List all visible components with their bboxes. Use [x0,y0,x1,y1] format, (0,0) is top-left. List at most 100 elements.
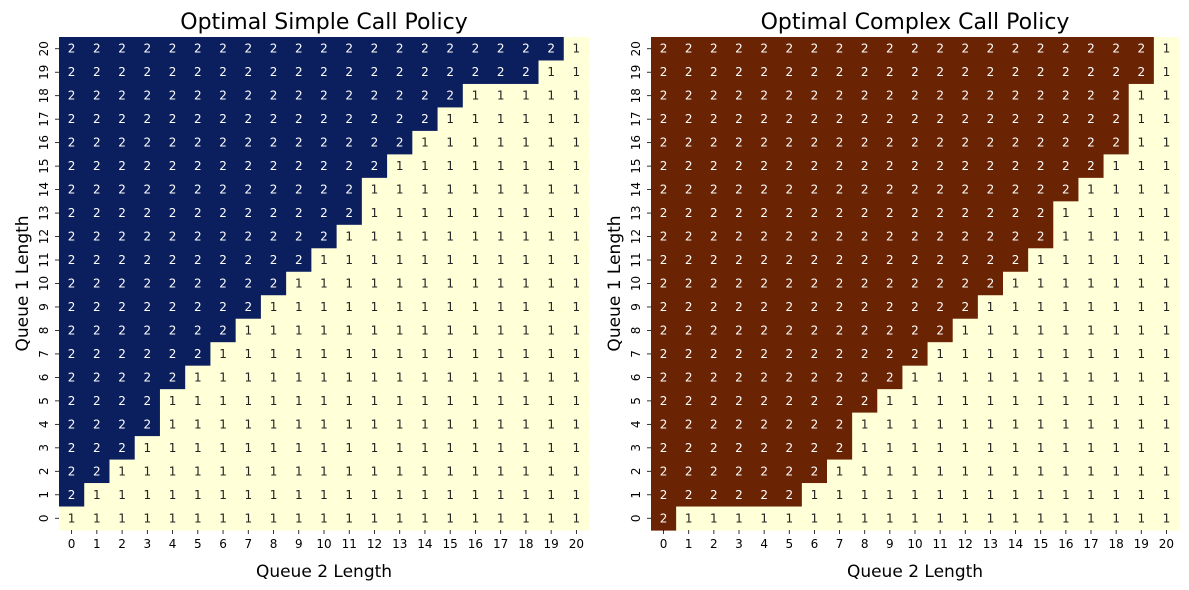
simple-policy-cell-label: 2 [244,136,252,150]
simple-policy-cell-label: 2 [194,277,202,291]
simple-policy-cell-label: 1 [421,417,429,431]
simple-policy-cell-label: 1 [573,300,581,314]
complex-policy-cell [801,271,828,296]
simple-policy-cell [185,365,212,390]
complex-policy-cell-label: 1 [1163,394,1171,408]
simple-policy-cell-label: 2 [68,112,76,126]
complex-policy-cell [1153,224,1180,249]
complex-policy-cell [902,60,929,85]
simple-policy-cell-label: 2 [144,183,152,197]
complex-policy-cell [852,224,878,249]
simple-policy-y-tick-label: 4 [37,421,51,429]
complex-policy-cell [1103,436,1130,461]
complex-policy-cell-label: 2 [936,277,944,291]
complex-policy-cell [977,389,1004,414]
complex-policy-cell-label: 1 [1163,441,1171,455]
complex-policy-cell-label: 2 [660,323,668,337]
simple-policy-cell [286,365,312,390]
simple-policy-cell [260,154,287,179]
complex-policy-cell [877,342,904,367]
simple-policy-cell [210,506,237,531]
simple-policy-cell-label: 1 [522,300,530,314]
simple-policy-cell [513,177,540,202]
simple-policy-cell-label: 2 [295,112,303,126]
simple-policy-cell-label: 1 [244,511,252,525]
simple-policy-cell-label: 1 [244,370,252,384]
complex-policy-cell [1053,412,1080,437]
complex-policy-cell-label: 1 [1062,323,1070,337]
complex-policy-cell [1103,37,1130,62]
complex-policy-cell-label: 2 [861,347,869,361]
complex-policy-cell-label: 2 [760,230,768,244]
complex-policy-cell [676,154,702,179]
simple-policy-cell [84,107,111,132]
simple-policy-cell-label: 1 [522,488,530,502]
simple-policy-y-tick-label: 11 [37,252,51,267]
complex-policy-cell-label: 2 [710,394,718,408]
simple-policy-cell [286,459,312,484]
simple-policy-cell [185,60,212,85]
simple-policy-cell-label: 1 [522,441,530,455]
complex-policy-cell [1028,483,1054,508]
simple-policy-cell-label: 1 [547,65,555,79]
simple-policy-cell-label: 2 [345,112,353,126]
complex-policy-cell [927,295,954,320]
simple-policy-cell [361,389,388,414]
complex-policy-cell [1103,83,1130,109]
complex-policy-cell-label: 2 [685,370,693,384]
complex-policy-y-tick-label: 9 [629,303,643,311]
simple-policy-cell-label: 1 [169,417,177,431]
complex-policy-cell [827,83,853,109]
simple-policy-cell [210,412,237,437]
simple-policy-cell-label: 1 [522,89,530,103]
simple-policy-cell-label: 2 [118,417,126,431]
simple-policy-x-tick-label: 10 [316,537,331,551]
complex-policy-cell [852,412,878,437]
complex-policy-cell-label: 1 [936,441,944,455]
simple-policy-cell-label: 2 [371,42,379,56]
complex-policy-cell-label: 2 [1062,183,1070,197]
simple-policy-cell-label: 2 [68,230,76,244]
complex-policy-cell-label: 1 [1012,441,1020,455]
simple-policy-cell-label: 1 [295,323,303,337]
complex-policy-cell-label: 2 [685,65,693,79]
simple-policy-cell-label: 2 [244,253,252,267]
simple-policy-cell-label: 1 [497,394,505,408]
complex-policy-cell [902,459,929,484]
complex-policy-cell-label: 2 [1087,112,1095,126]
simple-policy-cell-label: 2 [118,323,126,337]
complex-policy-cell-label: 2 [710,300,718,314]
simple-policy-cell-label: 2 [244,206,252,220]
simple-policy-cell [159,201,186,226]
complex-policy-cell-label: 2 [735,230,743,244]
simple-policy-cell [235,459,262,484]
complex-policy-cell [977,318,1004,343]
simple-policy-cell [387,37,413,62]
simple-policy-cell-label: 2 [118,277,126,291]
complex-policy-cell [877,318,904,343]
complex-policy-cell [902,130,929,155]
simple-policy-cell-label: 1 [497,323,505,337]
complex-policy-cell-label: 1 [1087,323,1095,337]
complex-policy-cell-label: 1 [1163,511,1171,525]
simple-policy-cell-label: 2 [295,136,303,150]
complex-policy-cell-label: 2 [936,253,944,267]
complex-policy-cell [776,224,803,249]
simple-policy-cell-label: 1 [396,300,404,314]
simple-policy-cell [412,201,439,226]
complex-policy-cell-label: 2 [836,159,844,173]
simple-policy-cell [513,342,540,367]
simple-policy-cell [210,483,237,508]
complex-policy-cell [877,177,904,202]
complex-policy-cell-label: 2 [836,347,844,361]
simple-policy-cell-label: 2 [68,136,76,150]
simple-policy-cell-label: 2 [320,112,328,126]
complex-policy-cell-label: 2 [811,253,819,267]
simple-policy-cell-label: 1 [371,277,379,291]
complex-policy-cell-label: 2 [961,277,969,291]
simple-policy-cell-label: 2 [169,230,177,244]
simple-policy-cell-label: 2 [144,253,152,267]
simple-policy-cell [84,83,111,109]
complex-policy-cell-label: 2 [785,183,793,197]
complex-policy-cell [776,83,803,109]
